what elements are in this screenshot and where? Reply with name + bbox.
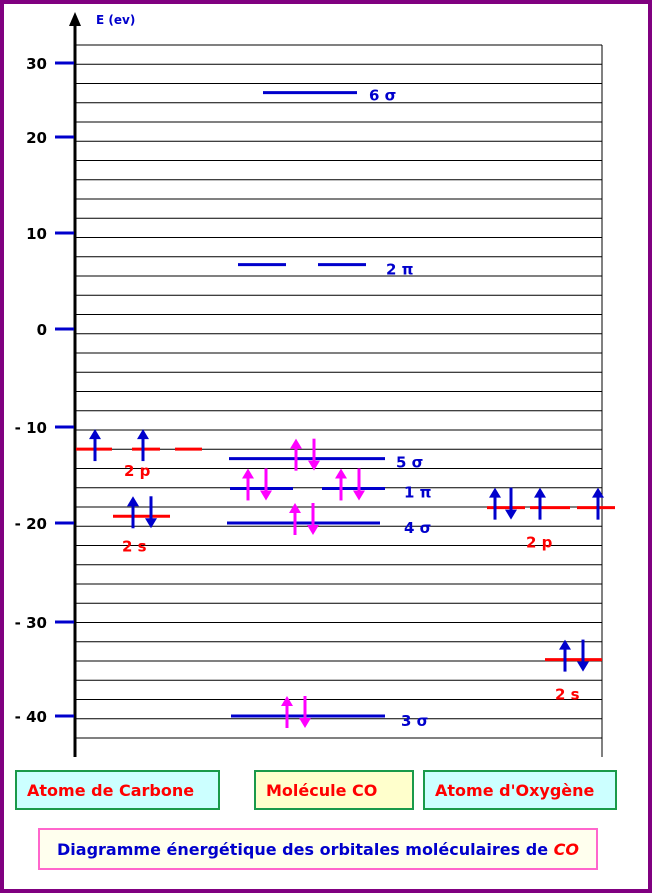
- electron-arrow-head: [534, 487, 546, 498]
- electron-arrow-head: [592, 487, 604, 498]
- orbital-label: 1 π: [404, 483, 432, 501]
- orbital-label: 2 p: [124, 462, 151, 480]
- electron-arrow-head: [137, 429, 149, 440]
- electron-arrow-head: [127, 496, 139, 507]
- electron-arrow-head: [281, 696, 293, 706]
- electron-arrow-head: [242, 468, 254, 479]
- axis-label: E (ev): [96, 13, 135, 27]
- electron-arrow-head: [335, 468, 347, 479]
- orbital-label: 6 σ: [369, 87, 396, 105]
- orbital-label: 3 σ: [401, 712, 428, 730]
- diagram: E (ev) 30 20 10 0 - 10 - 20 - 30 - 40 2 p 2 s 6 σ 2…: [15, 12, 615, 757]
- electron-arrow-head: [489, 487, 501, 498]
- electron-arrow-head: [145, 518, 157, 529]
- electron-arrow-head: [577, 661, 589, 672]
- orbital-label: 2 π: [386, 261, 414, 279]
- tick-label: 10: [26, 225, 47, 243]
- axis-arrow: [69, 12, 81, 26]
- orbital-label: 2 s: [555, 686, 580, 704]
- electron-arrow-head: [307, 525, 319, 535]
- oxygen-box: Atome d'Oxygène: [423, 770, 617, 810]
- orbital-label: 2 s: [122, 537, 147, 555]
- carbon-box: Atome de Carbone: [15, 770, 220, 810]
- tick-label: 20: [26, 129, 47, 147]
- tick-label: - 40: [15, 708, 47, 726]
- orbital-label: 2 p: [526, 534, 553, 552]
- electron-arrow-head: [308, 460, 320, 471]
- molecule-box: Molécule CO: [254, 770, 414, 810]
- tick-label: - 30: [15, 614, 47, 632]
- caption-text: Diagramme énergétique des orbitales molé…: [57, 839, 549, 859]
- orbital-label: 5 σ: [396, 454, 423, 472]
- caption-formula: CO: [553, 839, 579, 859]
- tick-label: 30: [26, 55, 47, 73]
- caption-box: Diagramme énergétique des orbitales molé…: [38, 828, 598, 870]
- electron-arrow-head: [505, 509, 517, 520]
- tick-label: - 10: [15, 419, 47, 437]
- electron-arrow-head: [299, 718, 311, 728]
- electron-arrow-head: [559, 639, 571, 650]
- electron-arrow-head: [290, 438, 302, 449]
- orbital-label: 4 σ: [404, 519, 431, 537]
- tick-label: 0: [37, 321, 47, 339]
- electron-arrow-head: [289, 503, 301, 513]
- electron-arrow-head: [353, 490, 365, 501]
- electron-arrow-head: [260, 490, 272, 501]
- electron-arrow-head: [89, 429, 101, 440]
- tick-label: - 20: [15, 515, 47, 533]
